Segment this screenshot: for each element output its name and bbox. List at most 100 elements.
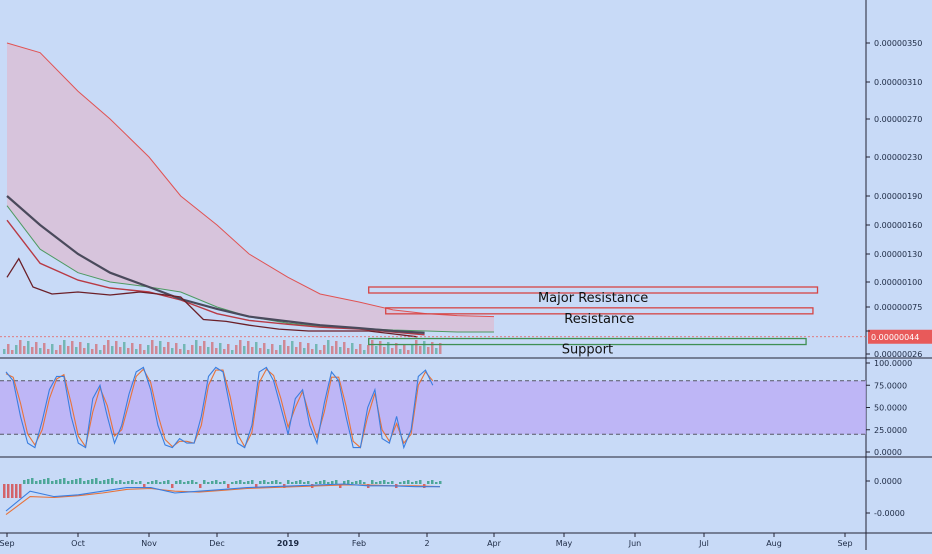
macd-histogram-bar xyxy=(11,484,14,498)
macd-signal-line xyxy=(5,484,441,516)
macd-histogram-bar xyxy=(43,479,46,484)
macd-line xyxy=(5,483,440,512)
macd-histogram-bar xyxy=(267,482,270,484)
volume-bar xyxy=(103,345,106,354)
macd-histogram-bar xyxy=(151,481,154,484)
macd-histogram-bar xyxy=(295,481,298,484)
volume-bar xyxy=(175,343,178,354)
macd-histogram-bar xyxy=(127,481,130,484)
volume-bar xyxy=(107,340,110,354)
macd-histogram-bar xyxy=(319,481,322,484)
macd-histogram-bar xyxy=(163,481,166,484)
volume-bar xyxy=(19,340,22,354)
macd-histogram-bar xyxy=(303,482,306,484)
macd-histogram-bar xyxy=(211,481,214,484)
macd-histogram-bar xyxy=(63,478,66,484)
time-tick-label: 2019 xyxy=(277,539,300,548)
stoch-band xyxy=(0,380,866,435)
price-tick-label: 0.00000270 xyxy=(874,115,922,124)
price-tick-label: 0.00000160 xyxy=(874,221,922,230)
volume-bar xyxy=(211,342,214,354)
volume-bar xyxy=(311,349,314,354)
time-tick-label: Sep xyxy=(837,539,852,548)
macd-histogram-bar xyxy=(363,482,366,484)
volume-bar xyxy=(111,346,114,354)
volume-bar xyxy=(399,349,402,354)
macd-histogram-bar xyxy=(183,482,186,484)
volume-bar xyxy=(315,344,318,354)
macd-histogram-bar xyxy=(19,484,22,498)
volume-bar xyxy=(239,340,242,354)
volume-bar xyxy=(235,345,238,354)
annotation-box-0 xyxy=(368,286,819,294)
volume-bar xyxy=(415,340,418,354)
time-tick-label: Jun xyxy=(628,539,642,548)
volume-bar xyxy=(363,350,366,354)
volume-bar xyxy=(23,346,26,354)
volume-bar xyxy=(31,347,34,354)
macd-histogram-bar xyxy=(31,478,34,484)
macd-histogram-bar xyxy=(431,480,434,484)
volume-bar xyxy=(99,350,102,354)
macd-histogram-bar xyxy=(123,482,126,484)
volume-bar xyxy=(375,346,378,354)
macd-histogram-bar xyxy=(275,480,278,484)
volume-bar xyxy=(355,349,358,354)
macd-histogram-bar xyxy=(175,481,178,484)
time-tick-label: Jul xyxy=(698,539,709,548)
volume-bar xyxy=(255,342,258,354)
macd-histogram-bar xyxy=(347,480,350,484)
volume-bar xyxy=(403,344,406,354)
volume-bar xyxy=(223,349,226,354)
volume-bar xyxy=(291,341,294,354)
volume-bar xyxy=(423,341,426,354)
stoch-tick-label: 100.0000 xyxy=(874,359,912,368)
macd-histogram-bar xyxy=(427,481,430,484)
macd-histogram-bar xyxy=(335,480,338,484)
volume-bar xyxy=(39,348,42,354)
time-tick-label: May xyxy=(556,539,573,548)
volume-bar xyxy=(47,349,50,354)
macd-histogram-bar xyxy=(351,482,354,484)
time-tick-label: 2 xyxy=(424,539,429,548)
macd-histogram-bar xyxy=(315,482,318,484)
volume-bar xyxy=(155,346,158,354)
volume-bar xyxy=(343,342,346,354)
volume-bar xyxy=(359,344,362,354)
macd-histogram-bar xyxy=(87,480,90,484)
macd-histogram-bar xyxy=(59,479,62,484)
macd-histogram-bar xyxy=(379,481,382,484)
volume-bar xyxy=(427,347,430,354)
volume-bar xyxy=(411,345,414,354)
volume-bar xyxy=(335,341,338,354)
macd-histogram-bar xyxy=(439,481,442,484)
volume-bar xyxy=(199,346,202,354)
volume-bar xyxy=(339,347,342,354)
macd-histogram-bar xyxy=(135,482,138,484)
volume-bar xyxy=(71,341,74,354)
volume-bar xyxy=(3,349,6,354)
volume-bar xyxy=(419,346,422,354)
volume-bar xyxy=(79,342,82,354)
volume-bar xyxy=(287,346,290,354)
macd-histogram-bar xyxy=(263,480,266,484)
macd-histogram-bar xyxy=(407,480,410,484)
price-tick-label: 0.00000310 xyxy=(874,78,922,87)
macd-histogram-bar xyxy=(71,480,74,484)
volume-bar xyxy=(167,342,170,354)
volume-bar xyxy=(371,340,374,354)
price-tick-label: 0.00000100 xyxy=(874,278,922,287)
volume-bar xyxy=(67,346,70,354)
macd-histogram-bar xyxy=(203,480,206,484)
macd-histogram-bar xyxy=(287,480,290,484)
macd-histogram-bar xyxy=(291,482,294,484)
macd-histogram-bar xyxy=(307,481,310,484)
volume-bar xyxy=(275,350,278,354)
macd-histogram-bar xyxy=(139,481,142,484)
volume-bar xyxy=(115,341,118,354)
macd-histogram-bar xyxy=(55,480,58,484)
macd-histogram-bar xyxy=(219,482,222,484)
volume-bar xyxy=(251,347,254,354)
